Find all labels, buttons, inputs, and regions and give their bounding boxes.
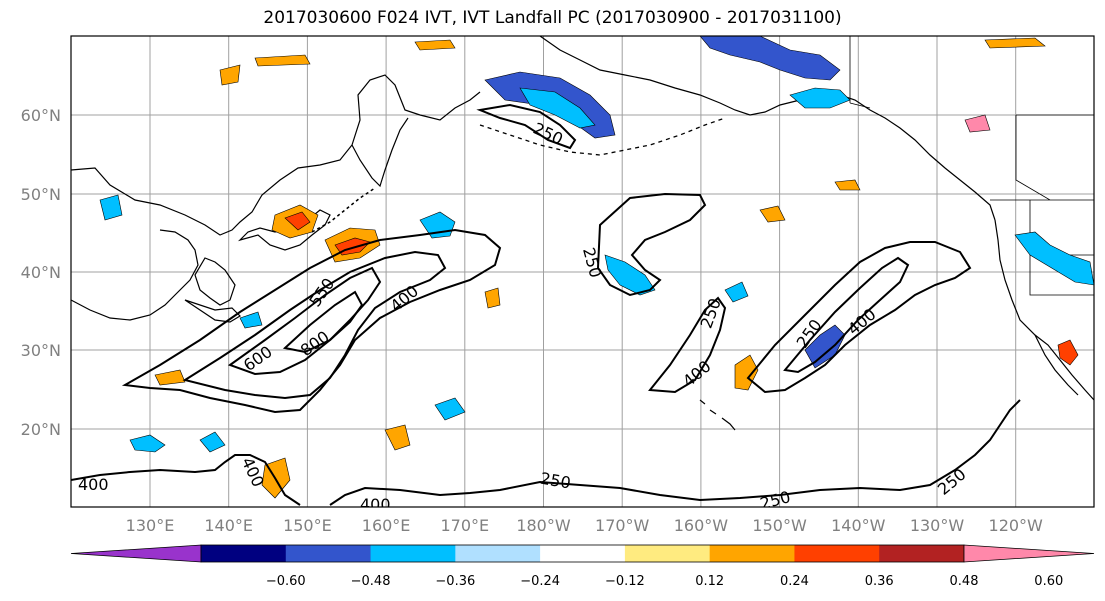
contour-west-600 [227, 266, 382, 376]
longitude-tick-label: 120°W [989, 516, 1044, 535]
latitude-tick-label: 60°N [21, 106, 61, 125]
colorbar-segment [455, 545, 541, 562]
longitude-tick-labels: 130°E 140°E 150°E 160°E 170°E 180°W 170°W 160°W… [126, 516, 1043, 535]
orange-anomaly-small2 [759, 205, 786, 223]
longitude-tick-label: 150°W [752, 516, 807, 535]
latitude-tick-label: 40°N [21, 263, 61, 282]
colorbar-extend-max [963, 544, 1095, 563]
ivt-anomaly-shading [99, 36, 1094, 499]
latitude-tick-label: 20°N [21, 420, 61, 439]
colorbar-tick-label: −0.12 [605, 574, 645, 589]
contour-west-outer [121, 228, 502, 414]
colorbar-tick-label: 0.60 [1034, 574, 1063, 589]
orange-anomaly-ne2 [414, 39, 456, 51]
contour-east-inner [783, 256, 910, 374]
longitude-tick-label: 140°W [831, 516, 886, 535]
colorbar-tick-label: 0.24 [780, 574, 809, 589]
longitude-tick-label: 160°E [362, 516, 411, 535]
blue-anomaly-gulf [789, 87, 851, 109]
colorbar-segment [285, 545, 372, 562]
orange-anomaly-mexico [1057, 339, 1079, 366]
longitude-tick-label: 180°W [516, 516, 571, 535]
colorbar-tick-label: 0.36 [865, 574, 894, 589]
latitude-tick-label: 30°N [21, 341, 61, 360]
colorbar-segment [709, 545, 795, 562]
colorbar-tick-label: 0.48 [950, 574, 979, 589]
us-west-coast [994, 219, 1094, 401]
blue-anomaly-alaska-inner [519, 87, 596, 129]
colorbar [70, 544, 1095, 563]
asia-coastline [71, 74, 481, 236]
china-coast [71, 229, 199, 321]
blue-anomaly-small2 [434, 397, 466, 421]
longitude-tick-label: 160°W [674, 516, 729, 535]
ivt-contours [71, 103, 1021, 506]
orange-anomaly-small5 [219, 64, 241, 86]
colorbar-tick-labels: −0.60 −0.48 −0.36 −0.24 −0.12 0.12 0.24 0.36 0.4… [266, 574, 1063, 589]
colorbar-segment [624, 545, 711, 562]
longitude-tick-label: 130°E [126, 516, 175, 535]
longitude-tick-label: 140°E [204, 516, 253, 535]
blue-anomaly-coast [1014, 231, 1094, 286]
colorbar-segment [794, 545, 880, 562]
blue-anomaly-central [604, 254, 656, 296]
colorbar-tick-label: 0.12 [695, 574, 724, 589]
orange-anomaly-small1 [154, 369, 186, 386]
orange-anomaly-small3 [834, 179, 861, 191]
colorbar-segment [879, 545, 965, 562]
orange-anomaly-small6 [254, 54, 311, 67]
contour-west-800 [282, 290, 364, 354]
orange-anomaly-small4 [484, 287, 501, 309]
colorbar-segment [370, 545, 456, 562]
blue-anomaly-sw2 [199, 431, 226, 453]
colorbar-segment [540, 545, 626, 562]
blue-anomaly-northeast [699, 36, 841, 81]
latitude-tick-labels: 60°N 50°N 40°N 30°N 20°N [21, 106, 61, 439]
contour-label: 400 [360, 495, 391, 514]
orange-anomaly-ne [984, 37, 1046, 49]
orange-anomaly-south2 [384, 424, 411, 451]
contour-south [71, 399, 1021, 506]
colorbar-segment [201, 545, 287, 562]
kuril-islands [311, 187, 376, 233]
colorbar-tick-label: −0.60 [266, 574, 306, 589]
blue-anomaly-small3 [724, 281, 749, 303]
pink-anomaly-ne [964, 114, 991, 133]
contour-west-400 [182, 250, 447, 400]
country-borders [849, 36, 1094, 296]
hawaii-islands [699, 399, 736, 431]
contour-east-outer [746, 241, 972, 394]
kamchatka-coast [351, 117, 409, 188]
contour-ne [476, 103, 577, 150]
map-border [70, 35, 1095, 508]
longitude-tick-label: 150°E [283, 516, 332, 535]
map-title: 2017030600 F024 IVT, IVT Landfall PC (20… [263, 8, 842, 28]
baja-california [1034, 334, 1079, 396]
longitude-tick-label: 170°W [595, 516, 650, 535]
colorbar-tick-label: −0.36 [435, 574, 475, 589]
colorbar-extend-min [70, 544, 202, 563]
blue-anomaly-small1 [239, 311, 263, 329]
colorbar-tick-label: −0.48 [351, 574, 391, 589]
colorbar-tick-label: −0.24 [520, 574, 560, 589]
japan-coastline [184, 209, 331, 323]
aleutian-islands [479, 117, 726, 156]
contour-label: 400 [78, 475, 109, 494]
latitude-tick-label: 50°N [21, 185, 61, 204]
longitude-tick-label: 170°E [440, 516, 489, 535]
blue-anomaly-sw [129, 434, 166, 453]
contour-central-east [648, 296, 727, 394]
contour-central-250 [596, 192, 707, 297]
contour-label: 250 [758, 487, 792, 513]
blue-anomaly-small4 [99, 194, 123, 221]
map-panel: 250 250 250 250 250 250 400 400 400 400 … [71, 36, 1094, 514]
longitude-tick-label: 130°W [910, 516, 965, 535]
red-anomaly-japan [284, 211, 311, 231]
korea-coastline [194, 257, 236, 306]
